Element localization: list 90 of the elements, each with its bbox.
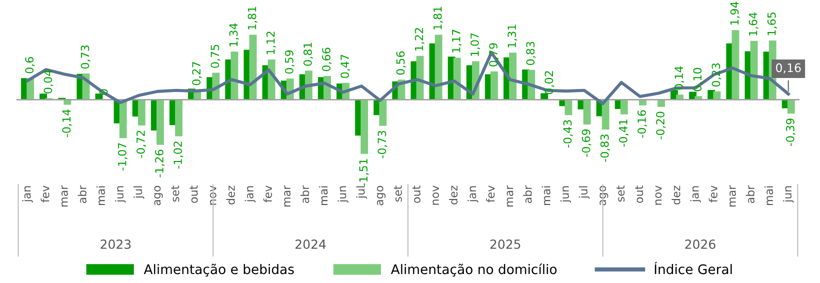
x-tick-label: ago	[154, 186, 163, 206]
x-tick-label: jul	[134, 186, 144, 199]
data-label: -0,73	[378, 130, 388, 158]
data-label: -0,69	[582, 129, 592, 157]
x-tick-label: jul	[356, 186, 367, 199]
x-tick-label: abr	[78, 185, 86, 204]
data-label: 0,59	[284, 50, 294, 74]
x-tick-label: dez	[448, 186, 458, 204]
data-label: 0,73	[80, 45, 90, 69]
x-tick-label: jan	[22, 186, 33, 202]
data-label: 1,07	[470, 33, 480, 56]
data-label: 0,56	[396, 51, 406, 75]
text: 2025	[490, 239, 520, 249]
x-tick-label: ago	[376, 186, 386, 206]
x-tick-label: mar	[61, 185, 68, 206]
data-label: -1,51	[359, 159, 369, 186]
legend-label: Alimentação no domicílio	[390, 263, 557, 277]
data-label: 1,81	[248, 6, 258, 30]
data-label: 0	[99, 89, 108, 95]
x-tick-label: mar	[284, 185, 291, 206]
data-label: 0,81	[303, 42, 314, 66]
x-tick-label: out	[635, 186, 644, 203]
x-tick-label: out	[190, 186, 198, 203]
x-tick-label: jun	[114, 186, 126, 203]
data-label: 0,47	[340, 54, 350, 78]
x-tick-label: mar	[730, 185, 736, 206]
data-label: 1,64	[748, 12, 758, 36]
data-label: -0,83	[600, 134, 610, 162]
x-tick-label: mar	[506, 185, 514, 206]
x-tick-label: dez	[672, 186, 680, 204]
data-label: 0,04	[44, 70, 54, 94]
x-tick-label: out	[412, 186, 420, 203]
data-label: 0,83	[526, 42, 536, 66]
data-label: 1,65	[767, 12, 777, 36]
data-label: -1,26	[155, 150, 165, 178]
x-tick-label: jun	[338, 186, 348, 203]
data-label: 0,02	[544, 71, 554, 94]
x-tick-label: mai	[764, 186, 774, 205]
data-label: -0,39	[786, 118, 796, 146]
legend-label: Índice Geral	[654, 262, 732, 274]
x-tick-label: fev	[40, 186, 50, 202]
data-label: 1,94	[730, 2, 740, 25]
x-tick-label: nov	[432, 186, 440, 205]
x-tick-label: fev	[708, 186, 718, 202]
x-tick-label: jun	[782, 186, 794, 203]
x-tick-label: abr	[300, 185, 310, 204]
x-tick-label: mai	[96, 186, 105, 205]
text: 2024	[296, 239, 326, 249]
x-tick-label: fev	[263, 186, 272, 202]
x-tick-label: set	[394, 186, 402, 202]
x-tick-label: dez	[226, 186, 235, 204]
data-label: 0,75	[210, 44, 220, 68]
data-label: 0,23	[712, 63, 722, 87]
x-tick-label: jun	[560, 186, 572, 203]
data-label: 0,6	[25, 57, 35, 74]
legend-label: Alimentação e bebidas	[144, 264, 294, 277]
x-tick-label: nov	[655, 186, 662, 205]
x-tick-label: jan	[690, 186, 701, 202]
data-label: -0,14	[62, 110, 72, 138]
x-tick-label: mai	[319, 186, 328, 205]
data-label: 1,81	[433, 6, 443, 30]
data-label: -0,41	[618, 120, 628, 147]
data-label: -0,72	[136, 130, 146, 158]
x-tick-label: abr	[746, 185, 754, 204]
data-label: 0,27	[192, 62, 202, 86]
data-label: 0,79	[489, 43, 499, 66]
text: 2023	[100, 239, 131, 249]
x-tick-label: set	[171, 186, 180, 202]
data-label: 0,10	[693, 68, 703, 92]
text: 2026	[685, 239, 716, 249]
data-label: 1,17	[452, 30, 462, 52]
data-label: 0,14	[674, 66, 684, 90]
data-label: 1,22	[414, 28, 424, 51]
x-tick-label: jan	[468, 186, 478, 202]
data-label: 1,31	[508, 24, 518, 48]
x-tick-label: abr	[523, 185, 532, 204]
x-tick-label: jul	[578, 186, 590, 199]
x-tick-label: fev	[486, 186, 495, 202]
x-tick-label: jan	[244, 186, 256, 202]
x-tick-label: mai	[542, 186, 550, 205]
data-label: -1,02	[174, 142, 184, 169]
x-tick-label: set	[616, 186, 625, 202]
data-label: 1,12	[266, 32, 276, 54]
data-label: -1,07	[118, 143, 128, 170]
data-label: 1,34	[229, 23, 239, 46]
data-label: -0,16	[638, 110, 648, 138]
data-label: -0,43	[563, 120, 573, 148]
data-label: -0,20	[656, 112, 666, 140]
data-label: 0,16	[776, 63, 801, 74]
data-label: 0,66	[322, 48, 332, 72]
